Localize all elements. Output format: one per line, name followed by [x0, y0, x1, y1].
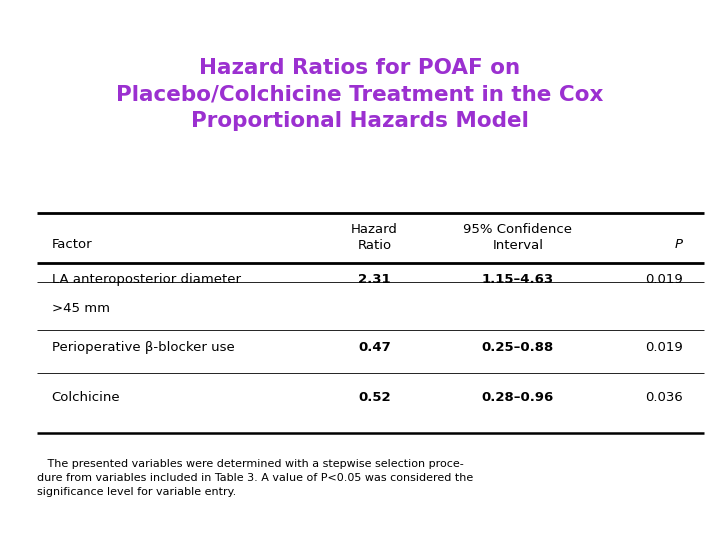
Text: Hazard
Ratio: Hazard Ratio	[351, 223, 397, 252]
Text: 0.25–0.88: 0.25–0.88	[482, 341, 554, 354]
Text: LA anteroposterior diameter: LA anteroposterior diameter	[52, 273, 240, 286]
Text: 0.52: 0.52	[358, 391, 391, 404]
Text: 0.47: 0.47	[358, 341, 391, 354]
Text: 2.31: 2.31	[358, 273, 391, 286]
Text: Factor: Factor	[52, 238, 92, 251]
Text: Colchicine: Colchicine	[52, 391, 120, 404]
Text: Perioperative β-blocker use: Perioperative β-blocker use	[52, 341, 234, 354]
Text: 95% Confidence
Interval: 95% Confidence Interval	[463, 223, 572, 252]
Text: 0.036: 0.036	[645, 391, 683, 404]
Text: >45 mm: >45 mm	[52, 302, 109, 315]
Text: 0.019: 0.019	[645, 273, 683, 286]
Text: 1.15–4.63: 1.15–4.63	[482, 273, 554, 286]
Text: Hazard Ratios for POAF on
Placebo/Colchicine Treatment in the Cox
Proportional H: Hazard Ratios for POAF on Placebo/Colchi…	[117, 58, 603, 131]
Text: The presented variables were determined with a stepwise selection proce-
dure fr: The presented variables were determined …	[37, 459, 474, 497]
Text: 0.28–0.96: 0.28–0.96	[482, 391, 554, 404]
Text: P: P	[675, 238, 683, 251]
Text: 0.019: 0.019	[645, 341, 683, 354]
